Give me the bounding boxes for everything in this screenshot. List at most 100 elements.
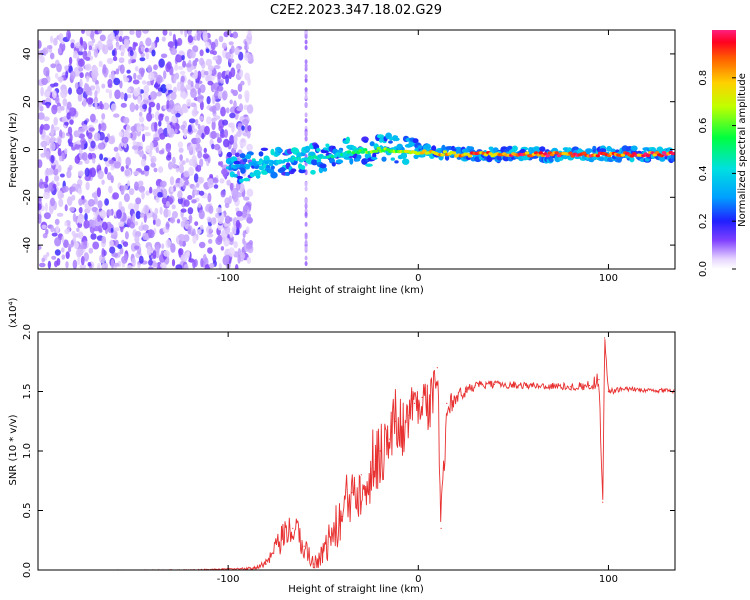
spectrogram-noise-blob: [45, 151, 50, 160]
spectrogram-noise-blob: [92, 241, 100, 250]
spectrogram-noise-blob: [165, 200, 170, 207]
spectrogram-noise-blob: [66, 170, 72, 179]
spectrogram-noise-blob: [43, 123, 50, 131]
spectrogram-noise-blob: [100, 122, 107, 132]
spectrogram-noise-blob: [137, 95, 141, 105]
spectrogram-track-halo: [260, 147, 269, 151]
spectrogram-noise-blob: [109, 246, 116, 254]
spectrogram-noise-blob: [127, 202, 135, 211]
spectrogram-noise-blob: [187, 226, 191, 235]
spectrogram-noise-blob: [224, 215, 231, 224]
spectrogram-track-core: [440, 153, 445, 157]
spectrogram-noise-blob: [61, 235, 65, 244]
spectrogram-noise-blob: [50, 35, 54, 44]
spectrogram-streak-blob: [304, 198, 308, 204]
spectrogram-noise-blob: [56, 63, 62, 73]
spectrogram-noise-blob: [101, 247, 105, 258]
spectrogram-noise-blob: [144, 205, 149, 215]
snr-anchor-point: [602, 501, 604, 503]
spectrogram-track-core: [296, 157, 302, 161]
spectrogram-noise-blob: [183, 128, 187, 139]
spectrogram-noise-blob: [237, 83, 243, 92]
spectrogram-noise-blob: [188, 118, 196, 124]
spectrogram-noise-blob: [51, 255, 57, 260]
spectrogram-noise-blob: [88, 45, 93, 51]
spectrogram-noise-blob: [227, 30, 232, 36]
spectrogram-noise-blob: [56, 258, 61, 266]
spectrogram-streak-blob: [304, 74, 308, 79]
spectrogram-track-core: [305, 158, 311, 162]
spectrogram-noise-blob: [135, 210, 141, 220]
spectrogram-noise-blob: [104, 198, 109, 206]
spectrogram-noise-blob: [38, 112, 45, 120]
spectrogram-noise-blob: [165, 221, 170, 230]
spectrogram-noise-blob: [45, 175, 49, 183]
spectrogram-noise-blob: [113, 113, 120, 118]
spectrogram-noise-blob: [220, 106, 226, 117]
spectrogram-noise-blob: [128, 188, 135, 196]
spectrogram-noise-blob: [180, 124, 186, 131]
spectrogram-noise-blob: [135, 30, 142, 39]
snr-anchor-point: [351, 492, 353, 494]
spectrogram-track-halo: [311, 159, 318, 166]
spectrogram-noise-blob: [77, 93, 83, 102]
spectrogram-track-core: [346, 150, 352, 154]
spectrogram-noise-blob: [192, 259, 196, 269]
snr-panel: -100 0 100 0.0 0.5 1.0 1.5 2.0 Height of strai…: [8, 297, 676, 595]
spectrogram-track-halo: [239, 178, 244, 183]
spectrogram-noise-blob: [170, 91, 177, 100]
spectrogram-noise-blob: [131, 145, 139, 150]
spectrogram-track-core: [538, 151, 543, 155]
spectrogram-noise-blob: [203, 70, 209, 76]
spectrogram-noise-blob: [193, 173, 199, 183]
spectrogram-noise-blob: [211, 143, 215, 150]
spectrogram-noise-blob: [59, 173, 65, 178]
spectrogram-noise-blob: [134, 221, 139, 226]
spectrogram-noise-blob: [146, 112, 153, 122]
spectrogram-noise-blob: [90, 140, 96, 149]
spectrogram-noise-blob: [123, 77, 130, 83]
spectrogram-noise-blob: [43, 116, 50, 122]
spectrogram-noise-blob: [195, 137, 201, 144]
spectrogram-noise-blob: [186, 145, 194, 152]
spectrogram-noise-blob: [57, 164, 62, 173]
spectrogram-noise-blob: [160, 262, 167, 269]
spectrogram-noise-blob: [87, 199, 95, 207]
spectrogram-noise-blob: [53, 82, 59, 87]
spectrogram-track-core: [374, 149, 379, 153]
spectrogram-noise-blob: [243, 196, 250, 201]
spectrogram-noise-blob: [113, 77, 121, 86]
spectrogram-noise-blob: [235, 220, 241, 229]
spectrogram-noise-blob: [107, 172, 112, 181]
spectrogram-noise-blob: [104, 166, 108, 175]
spectrogram-noise-blob: [110, 227, 114, 233]
spectrogram-noise-blob: [47, 85, 52, 93]
spectrogram-track-core: [246, 164, 251, 168]
spectrogram-noise-blob: [86, 75, 90, 83]
spectrogram-noise-blob: [80, 137, 86, 145]
spectrogram-noise-blob: [188, 158, 194, 166]
spectrogram-noise-blob: [77, 170, 84, 177]
spectrogram-noise-blob: [193, 189, 200, 196]
spectrogram-track-halo: [412, 138, 419, 144]
spectrogram-noise-blob: [226, 179, 231, 186]
spectrogram-noise-blob: [90, 30, 95, 40]
spectrogram-noise-blob: [208, 228, 212, 235]
spectrogram-noise-blob: [117, 244, 123, 249]
spectrogram-noise-blob: [197, 176, 205, 184]
spectrogram-noise-blob: [50, 197, 56, 207]
spectrogram-track-core: [629, 154, 635, 158]
x-tick-label: -100: [217, 273, 240, 284]
spectrogram-track-core: [581, 151, 587, 155]
spectrogram-noise-blob: [87, 152, 93, 160]
spectrogram-track-core: [545, 154, 550, 158]
spectrogram-noise-blob: [43, 146, 47, 156]
spectrogram-noise-blob: [46, 103, 50, 109]
spectrogram-track-halo: [253, 169, 261, 177]
spectrogram-noise-blob: [41, 224, 47, 229]
spectrogram-track-halo: [599, 156, 605, 162]
spectrogram-noise-blob: [145, 190, 150, 196]
spectrogram-noise-blob: [195, 183, 200, 188]
spectrogram-noise-blob: [134, 181, 139, 191]
spectrogram-track-halo: [380, 136, 385, 142]
